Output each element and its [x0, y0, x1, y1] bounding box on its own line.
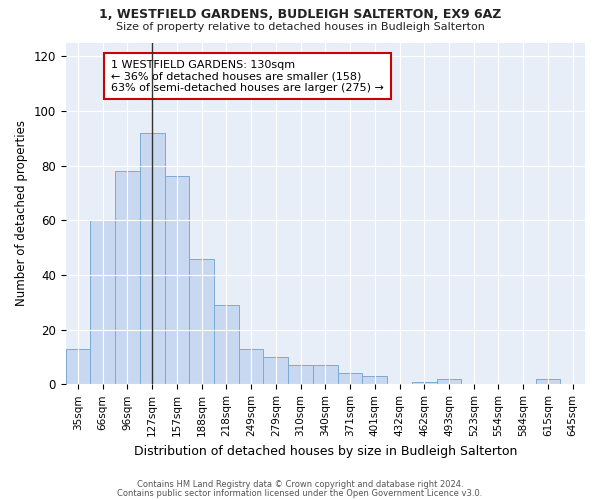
Bar [338, 374, 362, 384]
Bar [239, 349, 263, 384]
Bar [437, 379, 461, 384]
Bar [536, 379, 560, 384]
Bar [313, 365, 338, 384]
Bar [412, 382, 437, 384]
Bar [91, 220, 115, 384]
Bar [65, 349, 91, 384]
Bar [214, 305, 239, 384]
Text: 1 WESTFIELD GARDENS: 130sqm
← 36% of detached houses are smaller (158)
63% of se: 1 WESTFIELD GARDENS: 130sqm ← 36% of det… [111, 60, 384, 93]
Y-axis label: Number of detached properties: Number of detached properties [15, 120, 28, 306]
Bar [115, 171, 140, 384]
Bar [190, 258, 214, 384]
X-axis label: Distribution of detached houses by size in Budleigh Salterton: Distribution of detached houses by size … [134, 444, 517, 458]
Text: Size of property relative to detached houses in Budleigh Salterton: Size of property relative to detached ho… [116, 22, 484, 32]
Bar [263, 357, 288, 384]
Text: 1, WESTFIELD GARDENS, BUDLEIGH SALTERTON, EX9 6AZ: 1, WESTFIELD GARDENS, BUDLEIGH SALTERTON… [99, 8, 501, 20]
Text: Contains public sector information licensed under the Open Government Licence v3: Contains public sector information licen… [118, 488, 482, 498]
Bar [140, 132, 164, 384]
Bar [164, 176, 190, 384]
Bar [362, 376, 387, 384]
Bar [288, 365, 313, 384]
Text: Contains HM Land Registry data © Crown copyright and database right 2024.: Contains HM Land Registry data © Crown c… [137, 480, 463, 489]
